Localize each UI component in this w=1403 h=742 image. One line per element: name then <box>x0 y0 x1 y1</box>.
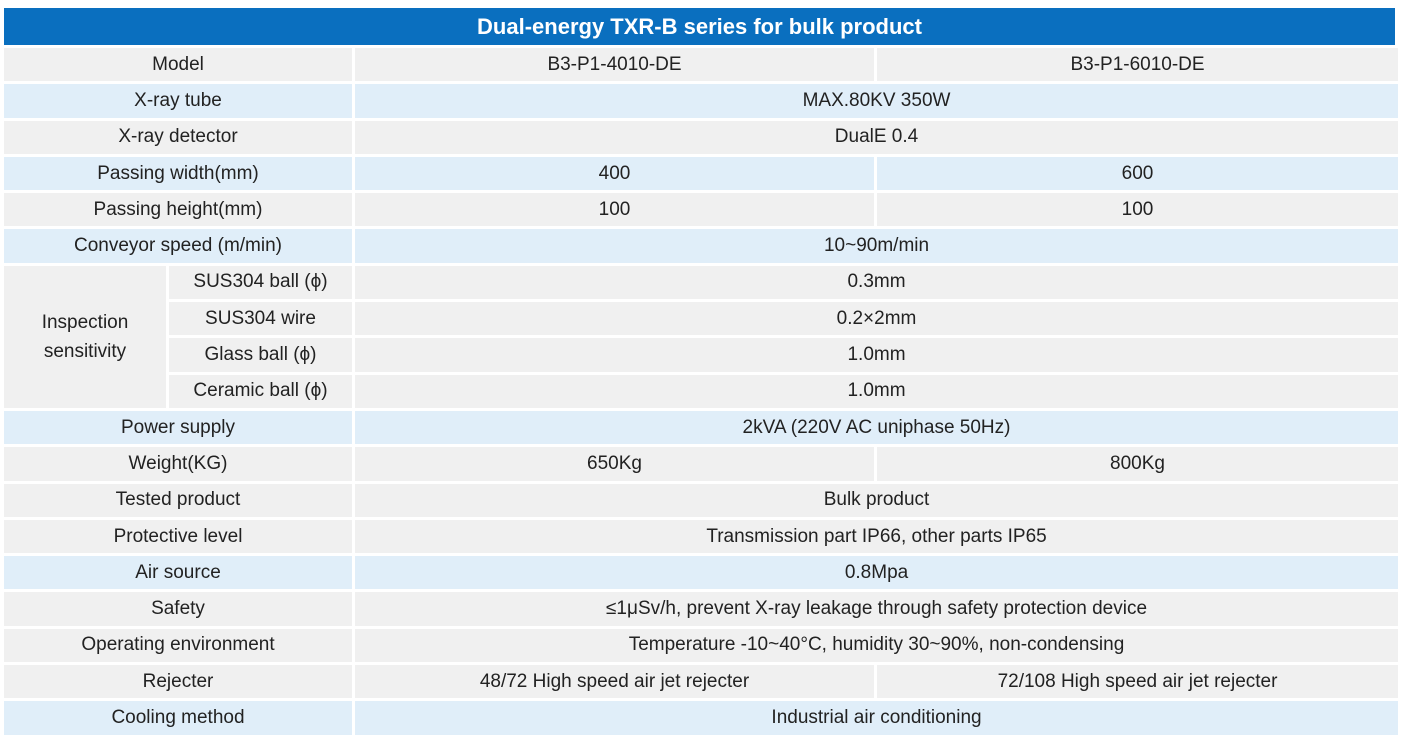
cell-value: 2kVA (220V AC uniphase 50Hz) <box>355 410 1399 448</box>
cell-value: DualE 0.4 <box>355 120 1399 157</box>
row-conveyor-speed: Conveyor speed (m/min) 10~90m/min <box>4 229 1399 266</box>
row-inspection-sus304-ball: Inspection sensitivity SUS304 ball (ϕ) 0… <box>4 265 1399 411</box>
cell-value: Bulk product <box>355 483 1399 520</box>
row-label: Tested product <box>4 483 355 520</box>
inspection-item-value: 0.3mm <box>355 265 1399 303</box>
cell-value-col1: 100 <box>355 193 877 230</box>
cell-value: MAX.80KV 350W <box>355 84 1399 121</box>
inspection-item-value: 0.2×2mm <box>355 302 1399 339</box>
row-label: Safety <box>4 592 355 629</box>
cell-value: Transmission part IP66, other parts IP65 <box>355 519 1399 557</box>
cell-value: ≤1μSv/h, prevent X-ray leakage through s… <box>355 592 1399 629</box>
row-label: Air source <box>4 556 355 593</box>
row-xray-tube: X-ray tube MAX.80KV 350W <box>4 84 1399 121</box>
row-cooling-method: Cooling method Industrial air conditioni… <box>4 701 1399 738</box>
row-label: Passing height(mm) <box>4 193 355 230</box>
inspection-group-label-line1: Inspection <box>41 311 129 333</box>
row-label: Rejecter <box>4 665 355 702</box>
inspection-item-value: 1.0mm <box>355 338 1399 375</box>
inspection-item-label: Ceramic ball (ϕ) <box>169 374 355 411</box>
row-label: Operating environment <box>4 628 355 666</box>
row-air-source: Air source 0.8Mpa <box>4 556 1399 593</box>
row-safety: Safety ≤1μSv/h, prevent X-ray leakage th… <box>4 592 1399 629</box>
row-rejecter: Rejecter 48/72 High speed air jet reject… <box>4 665 1399 702</box>
inspection-group-label-line2: sensitivity <box>43 340 127 362</box>
row-label: Passing width(mm) <box>4 156 355 194</box>
row-protective-level: Protective level Transmission part IP66,… <box>4 519 1399 557</box>
cell-value-col1: 650Kg <box>355 447 877 484</box>
inspection-item-label: SUS304 ball (ϕ) <box>169 265 355 303</box>
cell-value: 10~90m/min <box>355 229 1399 266</box>
cell-value-col2: 72/108 High speed air jet rejecter <box>877 665 1399 702</box>
cell-value-col1: 48/72 High speed air jet rejecter <box>355 665 877 702</box>
cell-value: Industrial air conditioning <box>355 701 1399 738</box>
inspection-item-value: 1.0mm <box>355 374 1399 411</box>
cell-value-col1: B3-P1-4010-DE <box>355 48 877 85</box>
cell-value-col2: 800Kg <box>877 447 1399 484</box>
row-xray-detector: X-ray detector DualE 0.4 <box>4 120 1399 157</box>
row-label: Weight(KG) <box>4 447 355 484</box>
row-label: X-ray detector <box>4 120 355 157</box>
row-tested-product: Tested product Bulk product <box>4 483 1399 520</box>
row-power-supply: Power supply 2kVA (220V AC uniphase 50Hz… <box>4 410 1399 448</box>
row-inspection-sus304-wire: SUS304 wire 0.2×2mm <box>4 302 1399 339</box>
cell-value-col2: B3-P1-6010-DE <box>877 48 1399 85</box>
cell-value-col2: 100 <box>877 193 1399 230</box>
row-model: Model B3-P1-4010-DE B3-P1-6010-DE <box>4 48 1399 85</box>
row-passing-height: Passing height(mm) 100 100 <box>4 193 1399 230</box>
row-passing-width: Passing width(mm) 400 600 <box>4 156 1399 194</box>
row-inspection-ceramic-ball: Ceramic ball (ϕ) 1.0mm <box>4 374 1399 411</box>
spec-table: Dual-energy TXR-B series for bulk produc… <box>4 8 1399 738</box>
cell-value-col2: 600 <box>877 156 1399 194</box>
row-label: Model <box>4 48 355 85</box>
row-label: Power supply <box>4 410 355 448</box>
table-title: Dual-energy TXR-B series for bulk produc… <box>4 8 1399 48</box>
row-label: Cooling method <box>4 701 355 738</box>
row-label: Protective level <box>4 519 355 557</box>
table-title-row: Dual-energy TXR-B series for bulk produc… <box>4 8 1399 48</box>
cell-value: Temperature -10~40°C, humidity 30~90%, n… <box>355 628 1399 666</box>
row-operating-environment: Operating environment Temperature -10~40… <box>4 628 1399 666</box>
inspection-item-label: Glass ball (ϕ) <box>169 338 355 375</box>
inspection-group-label: Inspection sensitivity <box>4 265 169 411</box>
row-inspection-glass-ball: Glass ball (ϕ) 1.0mm <box>4 338 1399 375</box>
cell-value-col1: 400 <box>355 156 877 194</box>
inspection-item-label: SUS304 wire <box>169 302 355 339</box>
cell-value: 0.8Mpa <box>355 556 1399 593</box>
row-label: Conveyor speed (m/min) <box>4 229 355 266</box>
row-label: X-ray tube <box>4 84 355 121</box>
row-weight: Weight(KG) 650Kg 800Kg <box>4 447 1399 484</box>
